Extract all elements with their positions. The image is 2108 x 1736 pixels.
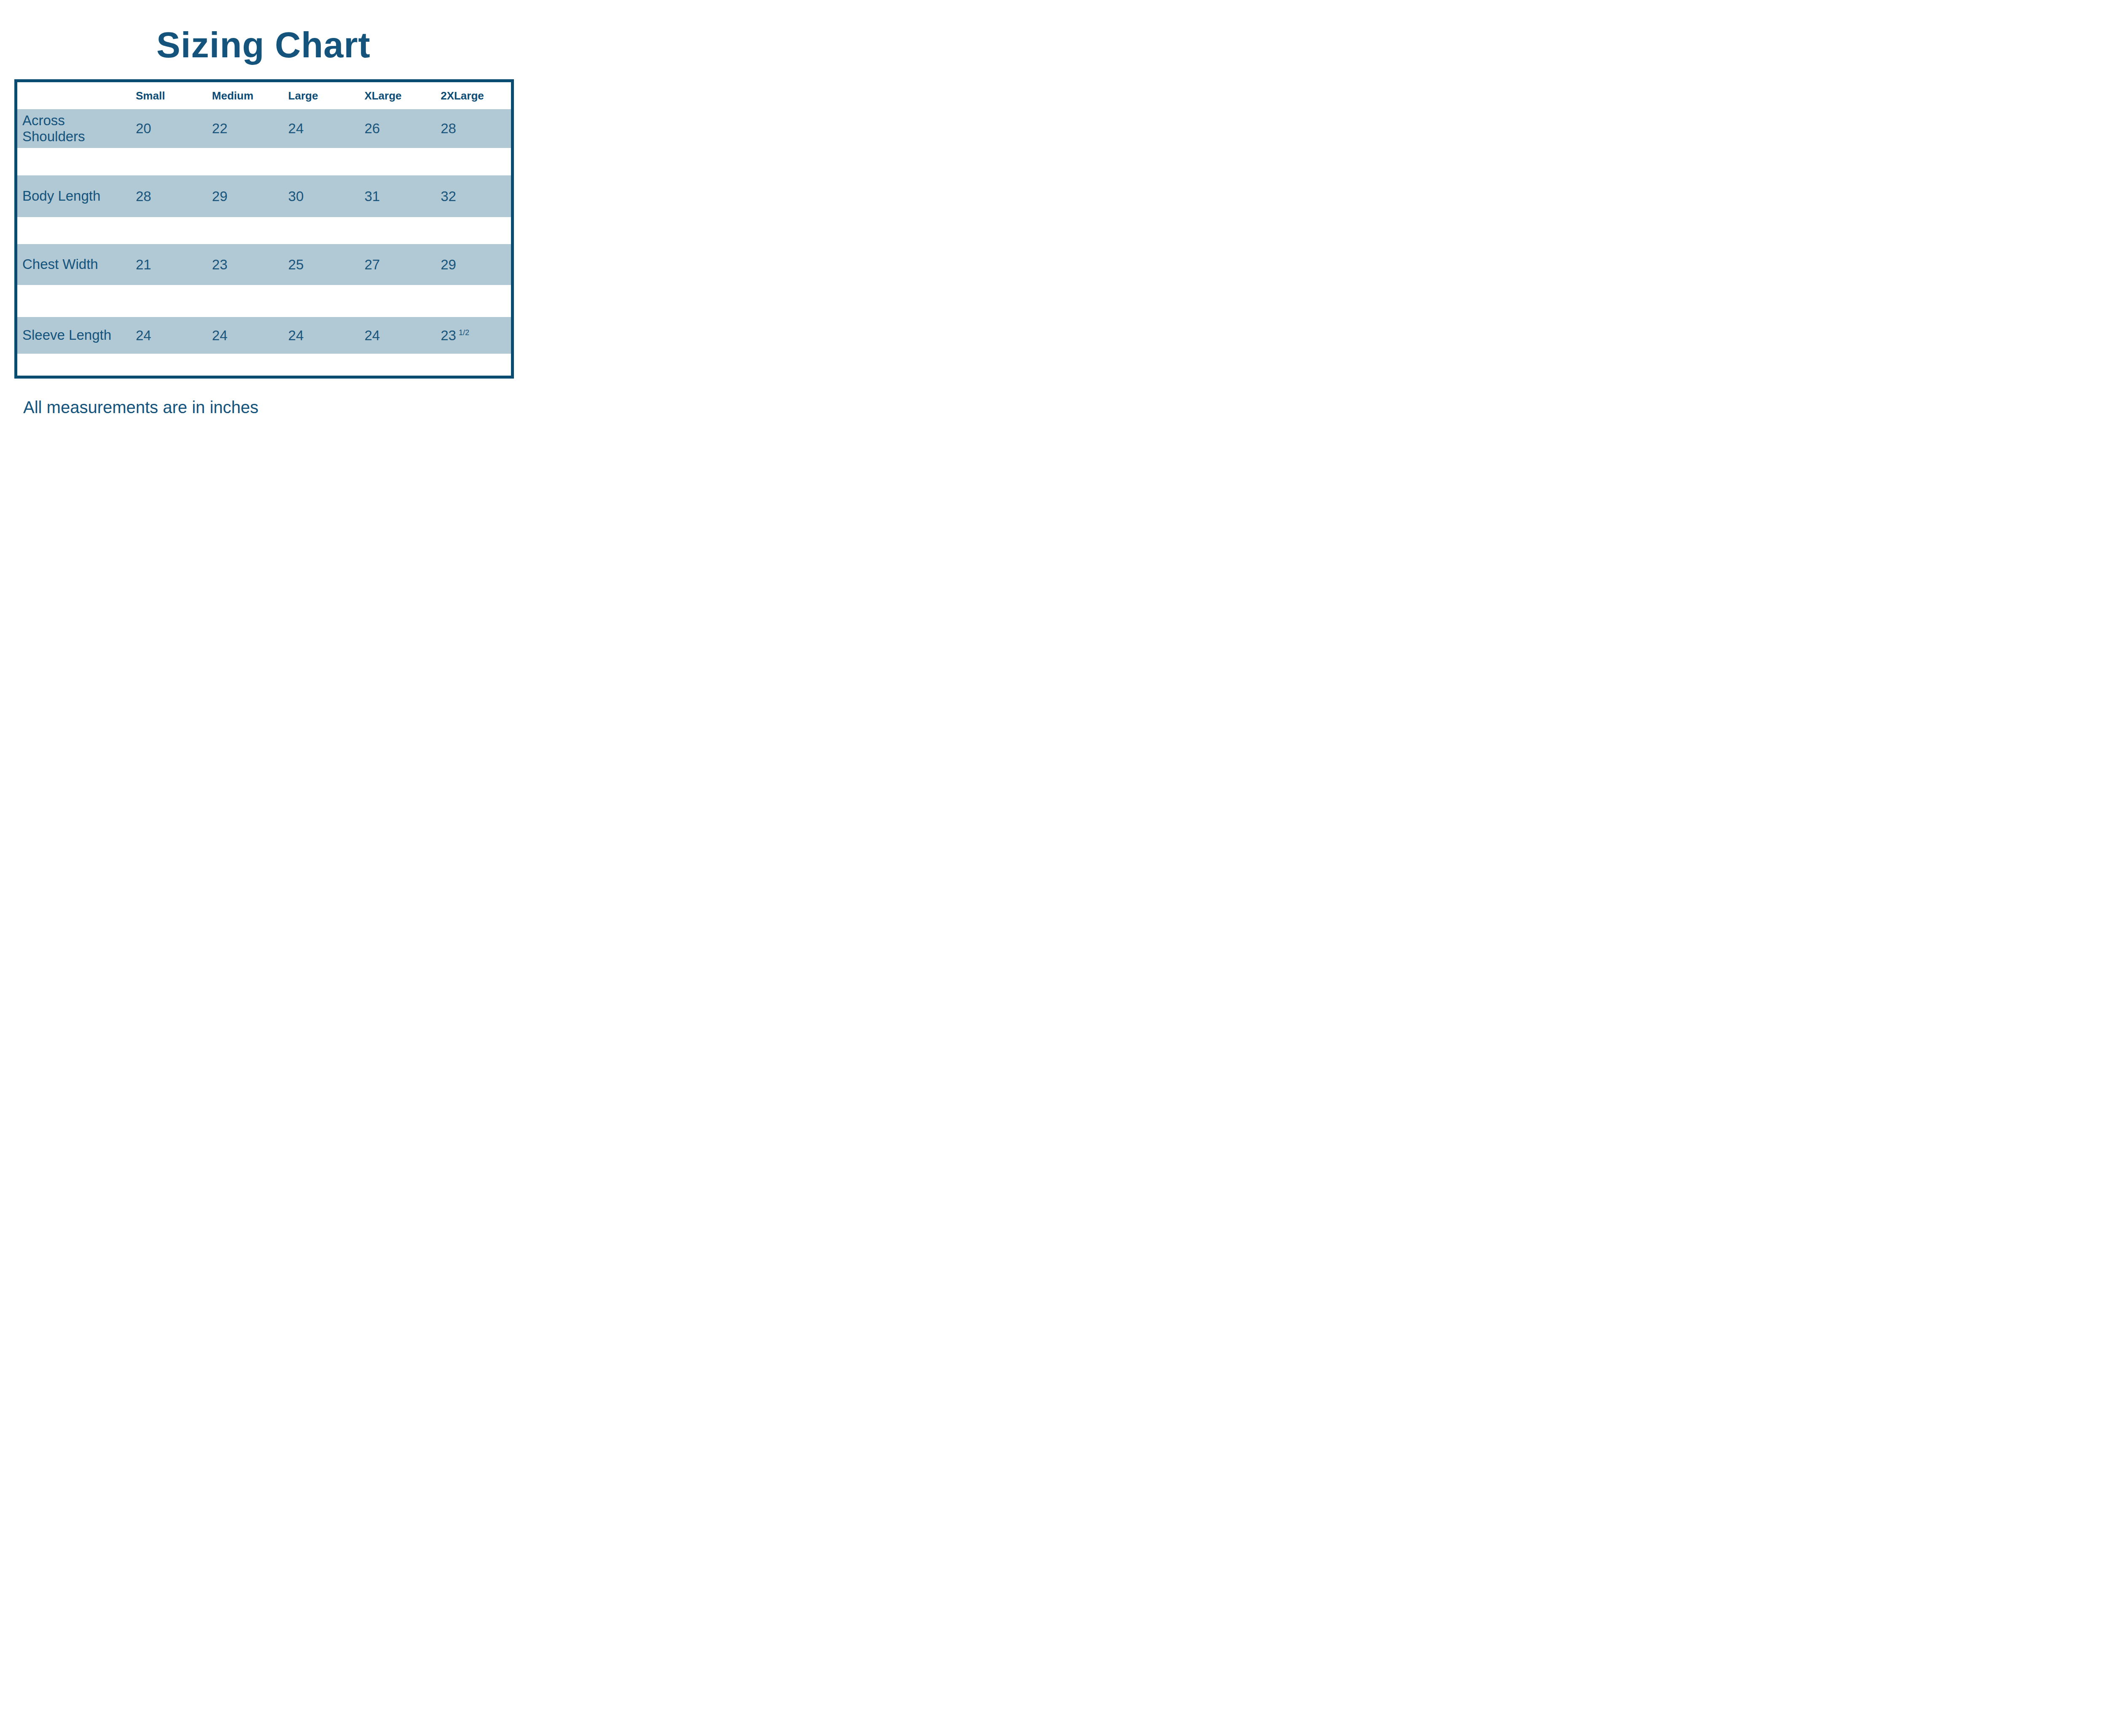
- column-header: 2XLarge: [435, 89, 511, 102]
- size-value-cell: 23: [206, 257, 282, 273]
- page: Sizing Chart SmallMediumLargeXLarge2XLar…: [0, 0, 527, 434]
- table-row: Sleeve Length24242424231/2: [17, 317, 511, 354]
- page-title: Sizing Chart: [0, 27, 527, 63]
- size-value-cell: 29: [206, 188, 282, 204]
- row-label-cell: Chest Width: [17, 256, 130, 272]
- size-value-cell: 24: [206, 328, 282, 344]
- row-label: Body Length: [22, 188, 100, 204]
- size-value-cell: 24: [282, 328, 359, 344]
- size-value-cell: 31: [358, 188, 435, 204]
- row-label-cell: Across Shoulders: [17, 113, 130, 145]
- size-value-cell: 20: [130, 121, 206, 137]
- fraction-superscript: 1/2: [459, 328, 469, 337]
- table-row: Chest Width 2123252729: [17, 244, 511, 285]
- table-row: Across Shoulders 2022242628: [17, 109, 511, 148]
- size-value-cell: 21: [130, 257, 206, 273]
- row-label: Sleeve Length: [22, 327, 111, 343]
- units-note: All measurements are in inches: [23, 398, 258, 417]
- column-header: XLarge: [358, 89, 435, 102]
- table-header-row: SmallMediumLargeXLarge2XLarge: [17, 82, 511, 109]
- row-label: Chest Width: [22, 256, 98, 272]
- size-value-cell: 25: [282, 257, 359, 273]
- size-value-cell: 24: [130, 328, 206, 344]
- size-value-cell: 24: [282, 121, 359, 137]
- size-value-cell: 22: [206, 121, 282, 137]
- size-value-cell: 29: [435, 257, 511, 273]
- row-label: Across Shoulders: [22, 113, 86, 145]
- size-value-cell: 28: [435, 121, 511, 137]
- sizing-table: SmallMediumLargeXLarge2XLargeAcross Shou…: [14, 79, 514, 379]
- size-value-cell: 26: [358, 121, 435, 137]
- size-value-cell: 27: [358, 257, 435, 273]
- column-header: Small: [130, 89, 206, 102]
- row-spacer: [17, 148, 511, 175]
- size-value-cell: 24: [358, 328, 435, 344]
- row-spacer: [17, 217, 511, 244]
- table-bottom-strip: [17, 354, 511, 376]
- row-label-cell: Sleeve Length: [17, 327, 130, 343]
- size-value-cell: 231/2: [435, 328, 511, 344]
- column-header: Large: [282, 89, 359, 102]
- column-header: Medium: [206, 89, 282, 102]
- table-row: Body Length 2829303132: [17, 175, 511, 217]
- size-value-cell: 28: [130, 188, 206, 204]
- size-value-cell: 32: [435, 188, 511, 204]
- size-value-cell: 30: [282, 188, 359, 204]
- row-spacer: [17, 285, 511, 317]
- row-label-cell: Body Length: [17, 188, 130, 204]
